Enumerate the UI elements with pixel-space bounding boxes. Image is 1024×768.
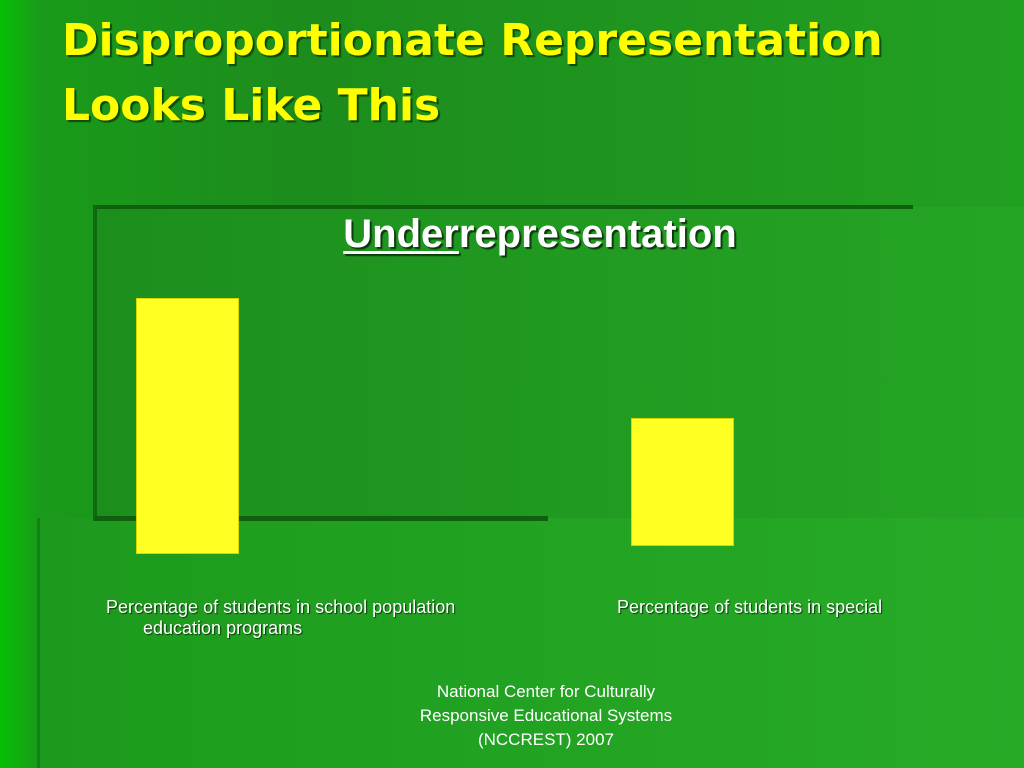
label: education programs <box>143 618 303 638</box>
label: Percentage of students in school populat… <box>106 597 456 617</box>
rule-mid <box>95 516 548 521</box>
subtitle-rest: representation <box>458 212 737 256</box>
footer-line: Responsive Educational Systems <box>419 706 673 725</box>
panel-lower <box>37 518 1024 768</box>
tall-box <box>136 298 239 554</box>
slide-title: Disproportionate Representation Looks Li… <box>62 15 883 131</box>
rule-low <box>37 518 40 768</box>
footer-line: National Center for Culturally <box>436 682 656 701</box>
short-box <box>631 418 734 546</box>
footer: National Center for Culturally Responsiv… <box>0 680 1024 752</box>
footer-line: (NCCREST) 2007 <box>477 730 615 749</box>
subtitle-emphasis: Under <box>343 212 459 256</box>
rule-top <box>95 205 913 209</box>
rule-left <box>93 205 97 521</box>
panel-upper <box>95 207 1024 518</box>
subtitle: Underrepresentation <box>0 212 1024 257</box>
label: Percentage of students in special <box>617 597 883 617</box>
